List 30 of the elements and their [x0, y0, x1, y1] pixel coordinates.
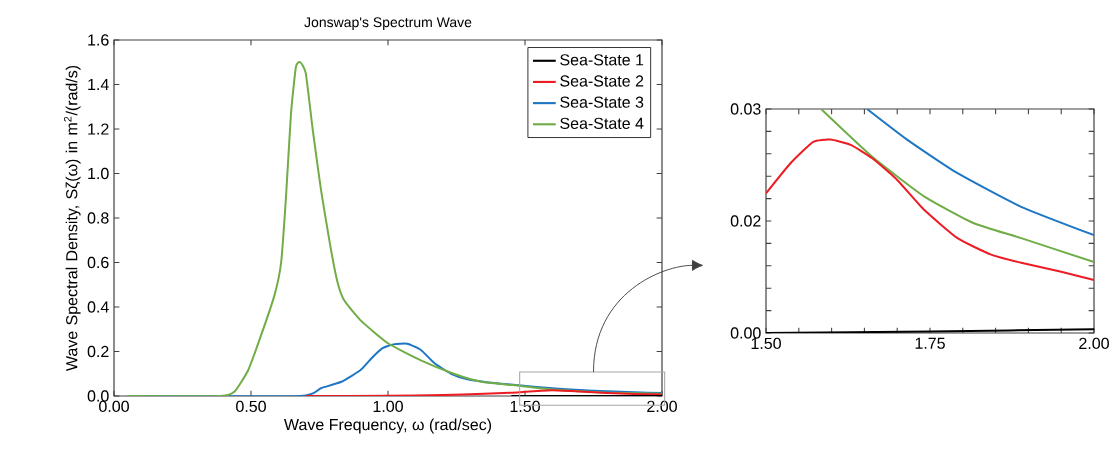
x-tick-label: 2.00 — [647, 400, 677, 413]
y-tick-label: 1.4 — [88, 79, 109, 90]
line-series — [820, 109, 1095, 264]
y-tick-label: 1.0 — [88, 167, 109, 180]
y-tick-label: 1.2 — [88, 123, 109, 135]
x-axis-title: Wave Frequency, ω (rad/sec) — [284, 418, 492, 434]
x-tick-label: 0.00 — [99, 400, 129, 413]
y-tick-label: 0.8 — [87, 212, 109, 224]
legend-label: Sea-State 1 — [560, 54, 644, 66]
line-series — [866, 109, 1095, 237]
legend-label: Sea-State 2 — [560, 75, 644, 87]
chart-title: Jonswap's Spectrum Wave — [304, 17, 472, 30]
y-tick-label: 0.03 — [730, 103, 761, 115]
legend-label: Sea-State 3 — [560, 96, 644, 108]
x-tick-label: 1.75 — [915, 337, 945, 349]
y-tick-label: 1.6 — [88, 34, 109, 46]
legend-label: Sea-State 4 — [560, 117, 644, 130]
x-tick-label: 2.00 — [1079, 337, 1109, 350]
y-tick-label: 0.2 — [87, 345, 109, 358]
y-tick-label: 0.0 — [87, 390, 109, 402]
x-tick-label: 1.50 — [751, 337, 781, 350]
x-tick-label: 1.50 — [510, 400, 540, 413]
y-axis-title: Wave Spectral Density, Sζ(ω) in m$^{2}$/(rad/s) — [63, 65, 81, 372]
y-tick-label: 0.4 — [87, 301, 109, 313]
y-tick-label: 0.02 — [730, 215, 761, 227]
line-series — [766, 138, 1095, 281]
y-tick-label: 0.00 — [730, 327, 761, 339]
x-tick-label: 0.50 — [236, 400, 266, 413]
y-tick-label: 0.6 — [87, 256, 109, 269]
x-tick-label: 1.00 — [373, 400, 403, 413]
